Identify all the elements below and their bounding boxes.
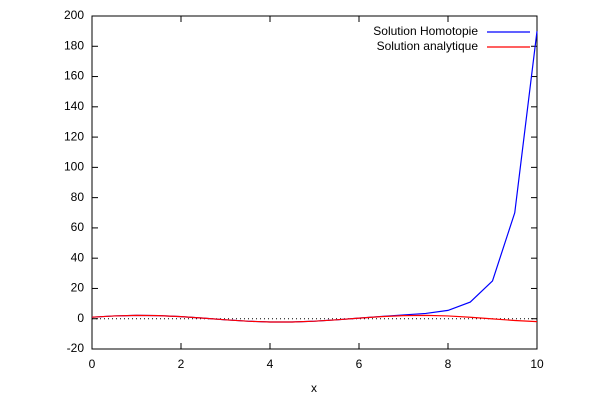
plot-frame — [91, 15, 538, 350]
y-tick-label: 20 — [71, 281, 85, 295]
y-tick-label: 80 — [71, 190, 85, 204]
y-tick-label: 40 — [71, 250, 85, 264]
y-tick-label: 180 — [64, 38, 84, 52]
y-tick-label: 0 — [77, 311, 84, 325]
x-tick-label: 2 — [178, 357, 185, 371]
x-tick-label: 4 — [267, 357, 274, 371]
x-tick-label: 6 — [356, 357, 363, 371]
y-tick-label: 200 — [64, 8, 84, 22]
x-tick-label: 8 — [445, 357, 452, 371]
y-tick-label: 160 — [64, 69, 84, 83]
x-tick-label: 10 — [530, 357, 544, 371]
legend-label: Solution Homotopie — [373, 24, 478, 38]
y-tick-label: 140 — [64, 99, 84, 113]
x-axis-label: x — [311, 381, 317, 395]
y-tick-label: 100 — [64, 160, 84, 174]
y-tick-label: 120 — [64, 129, 84, 143]
y-tick-label: 60 — [71, 220, 85, 234]
legend-label: Solution analytique — [377, 39, 479, 53]
y-tick-label: -20 — [67, 341, 85, 355]
series-line — [91, 314, 538, 323]
series-line — [91, 31, 538, 323]
x-tick-label: 0 — [89, 357, 96, 371]
